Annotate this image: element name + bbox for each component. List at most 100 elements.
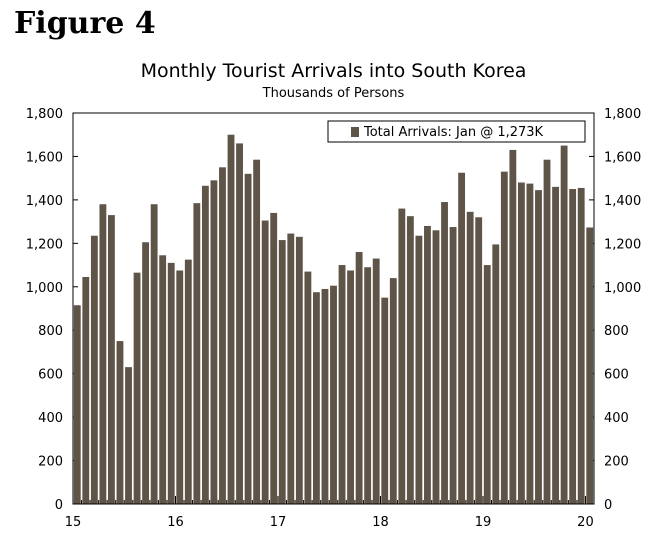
bar <box>466 211 474 504</box>
bar <box>441 202 448 504</box>
bar <box>73 305 81 504</box>
bar <box>381 297 389 504</box>
bar <box>364 267 372 504</box>
chart-subtitle: Thousands of Persons <box>262 86 405 101</box>
bar <box>500 171 508 504</box>
bar <box>338 265 346 504</box>
bar <box>586 227 594 505</box>
bar <box>201 185 209 504</box>
y-tick-label-right: 600 <box>604 368 629 383</box>
bar <box>517 182 525 504</box>
x-tick-label: 19 <box>475 515 492 530</box>
y-tick-label-left: 800 <box>38 324 63 339</box>
bar <box>253 159 261 504</box>
legend-label: Total Arrivals: Jan @ 1,273K <box>363 125 544 140</box>
bar <box>313 292 320 504</box>
bar <box>244 173 252 504</box>
plot-frame <box>72 112 595 505</box>
y-tick-label-left: 200 <box>38 455 63 470</box>
bar <box>176 270 184 504</box>
bar <box>330 285 337 504</box>
bar <box>347 270 354 504</box>
bar <box>398 208 406 504</box>
bar <box>483 265 491 504</box>
bar <box>424 225 431 504</box>
bar <box>560 145 568 504</box>
y-tick-label-right: 200 <box>604 455 629 470</box>
bar <box>569 189 577 504</box>
y-tick-label-left: 400 <box>38 411 63 426</box>
bar <box>389 278 397 504</box>
bar <box>210 180 218 504</box>
bar <box>90 235 98 505</box>
y-tick-label-right: 1,200 <box>604 237 641 252</box>
bar <box>270 212 278 505</box>
bar <box>193 203 201 504</box>
bar <box>458 172 466 505</box>
bar <box>321 288 329 504</box>
y-tick-label-left: 600 <box>38 368 63 383</box>
bar <box>82 277 90 504</box>
bar <box>475 217 483 504</box>
chart-title: Monthly Tourist Arrivals into South Kore… <box>140 60 527 82</box>
x-tick-label: 16 <box>167 515 184 530</box>
figure-label: Figure 4 <box>14 6 156 41</box>
bar <box>150 204 158 505</box>
bar <box>184 259 192 505</box>
bar <box>449 227 457 505</box>
bar <box>261 220 269 504</box>
bar <box>116 341 124 504</box>
x-axis: 15 16 17 18 19 20 <box>65 496 595 530</box>
bar <box>142 242 150 504</box>
bar <box>543 159 551 504</box>
bar <box>133 272 141 504</box>
y-tick-label-right: 1,400 <box>604 194 641 209</box>
bar <box>295 236 303 504</box>
y-tick-label-right: 400 <box>604 411 629 426</box>
y-tick-label-right: 1,000 <box>604 281 641 296</box>
y-tick-label-left: 1,200 <box>26 237 63 252</box>
y-axis-right: 0 200 400 600 800 1,000 1,200 1,400 1,600 1,800 <box>589 107 641 513</box>
bar <box>355 252 363 504</box>
bar <box>287 233 295 504</box>
bar <box>577 187 585 504</box>
legend: Total Arrivals: Jan @ 1,273K <box>327 120 586 143</box>
legend-box <box>327 120 586 143</box>
x-tick-label: 20 <box>577 515 594 530</box>
bar <box>236 143 243 504</box>
x-tick-label: 17 <box>270 515 287 530</box>
bar <box>406 216 414 504</box>
y-tick-label-left: 1,600 <box>26 150 63 165</box>
bar <box>535 190 542 505</box>
bar <box>552 186 559 505</box>
bar <box>125 367 132 504</box>
y-tick-label-left: 1,000 <box>26 281 63 296</box>
y-axis-left: 0 200 400 600 800 1,000 1,200 1,400 1,600 1,800 <box>26 107 78 513</box>
bar <box>167 262 175 504</box>
bar <box>227 134 235 504</box>
bar <box>159 255 167 504</box>
y-tick-label-right: 1,600 <box>604 150 641 165</box>
bar <box>526 183 534 504</box>
legend-swatch <box>351 127 359 137</box>
y-tick-label-right: 1,800 <box>604 107 641 122</box>
bar-series <box>73 134 594 505</box>
bar <box>509 149 517 504</box>
bar <box>99 204 107 505</box>
bar <box>219 167 226 504</box>
y-tick-label-right: 0 <box>604 498 612 513</box>
bar <box>372 258 380 504</box>
bar <box>492 244 500 505</box>
y-tick-label-left: 1,800 <box>26 107 63 122</box>
y-tick-label-left: 1,400 <box>26 194 63 209</box>
bar <box>304 271 312 504</box>
x-tick-label: 18 <box>372 515 389 530</box>
x-tick-label: 15 <box>65 515 82 530</box>
bar <box>415 235 423 505</box>
bar <box>108 215 115 504</box>
y-tick-label-right: 800 <box>604 324 629 339</box>
bar <box>278 240 286 504</box>
y-tick-label-left: 0 <box>55 498 63 513</box>
bar <box>432 230 440 505</box>
